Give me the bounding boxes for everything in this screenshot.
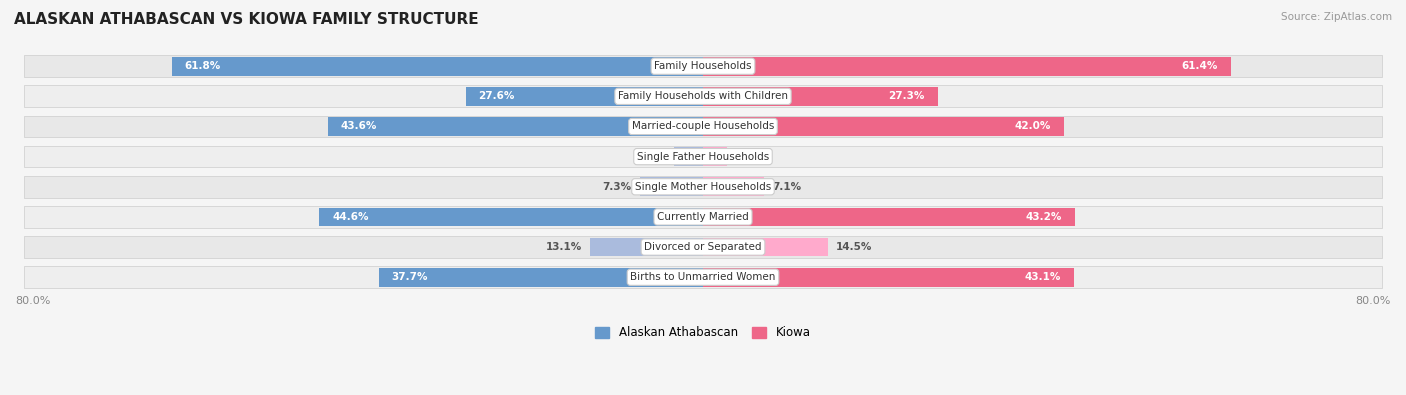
Text: ALASKAN ATHABASCAN VS KIOWA FAMILY STRUCTURE: ALASKAN ATHABASCAN VS KIOWA FAMILY STRUC… (14, 12, 478, 27)
Bar (640, 177, 703, 196)
Bar (24, 206, 1382, 228)
Text: 37.7%: 37.7% (392, 272, 429, 282)
Bar (673, 147, 703, 166)
Text: 43.6%: 43.6% (340, 122, 377, 132)
Bar (24, 146, 1382, 167)
Text: 80.0%: 80.0% (15, 296, 51, 306)
Text: 27.3%: 27.3% (889, 91, 925, 102)
Text: 13.1%: 13.1% (546, 242, 582, 252)
Bar (703, 87, 938, 106)
Bar (328, 117, 703, 136)
Text: 42.0%: 42.0% (1015, 122, 1052, 132)
Text: 14.5%: 14.5% (837, 242, 873, 252)
Bar (703, 207, 1074, 226)
Text: 43.1%: 43.1% (1025, 272, 1060, 282)
Bar (703, 117, 1064, 136)
Text: Family Households: Family Households (654, 61, 752, 71)
Bar (465, 87, 703, 106)
Text: 61.4%: 61.4% (1182, 61, 1218, 71)
Bar (24, 236, 1382, 258)
Text: Single Father Households: Single Father Households (637, 152, 769, 162)
Bar (703, 268, 1074, 286)
Bar (703, 57, 1232, 75)
Bar (703, 238, 828, 256)
Text: 43.2%: 43.2% (1025, 212, 1062, 222)
Text: 7.3%: 7.3% (603, 182, 631, 192)
Bar (24, 85, 1382, 107)
Bar (24, 116, 1382, 137)
Bar (24, 266, 1382, 288)
Text: 61.8%: 61.8% (184, 61, 221, 71)
Text: Currently Married: Currently Married (657, 212, 749, 222)
Text: Family Households with Children: Family Households with Children (619, 91, 787, 102)
Text: Single Mother Households: Single Mother Households (636, 182, 770, 192)
Bar (703, 177, 763, 196)
Bar (24, 176, 1382, 198)
Bar (591, 238, 703, 256)
Bar (378, 268, 703, 286)
Bar (319, 207, 703, 226)
Text: 80.0%: 80.0% (1355, 296, 1391, 306)
Bar (703, 147, 727, 166)
Text: 2.8%: 2.8% (735, 152, 765, 162)
Text: 44.6%: 44.6% (332, 212, 368, 222)
Bar (172, 57, 703, 75)
Text: 3.4%: 3.4% (636, 152, 665, 162)
Text: 7.1%: 7.1% (773, 182, 801, 192)
Text: Married-couple Households: Married-couple Households (631, 122, 775, 132)
Text: Source: ZipAtlas.com: Source: ZipAtlas.com (1281, 12, 1392, 22)
Text: Births to Unmarried Women: Births to Unmarried Women (630, 272, 776, 282)
Text: 27.6%: 27.6% (478, 91, 515, 102)
Text: Divorced or Separated: Divorced or Separated (644, 242, 762, 252)
Bar (24, 55, 1382, 77)
Legend: Alaskan Athabascan, Kiowa: Alaskan Athabascan, Kiowa (591, 322, 815, 344)
